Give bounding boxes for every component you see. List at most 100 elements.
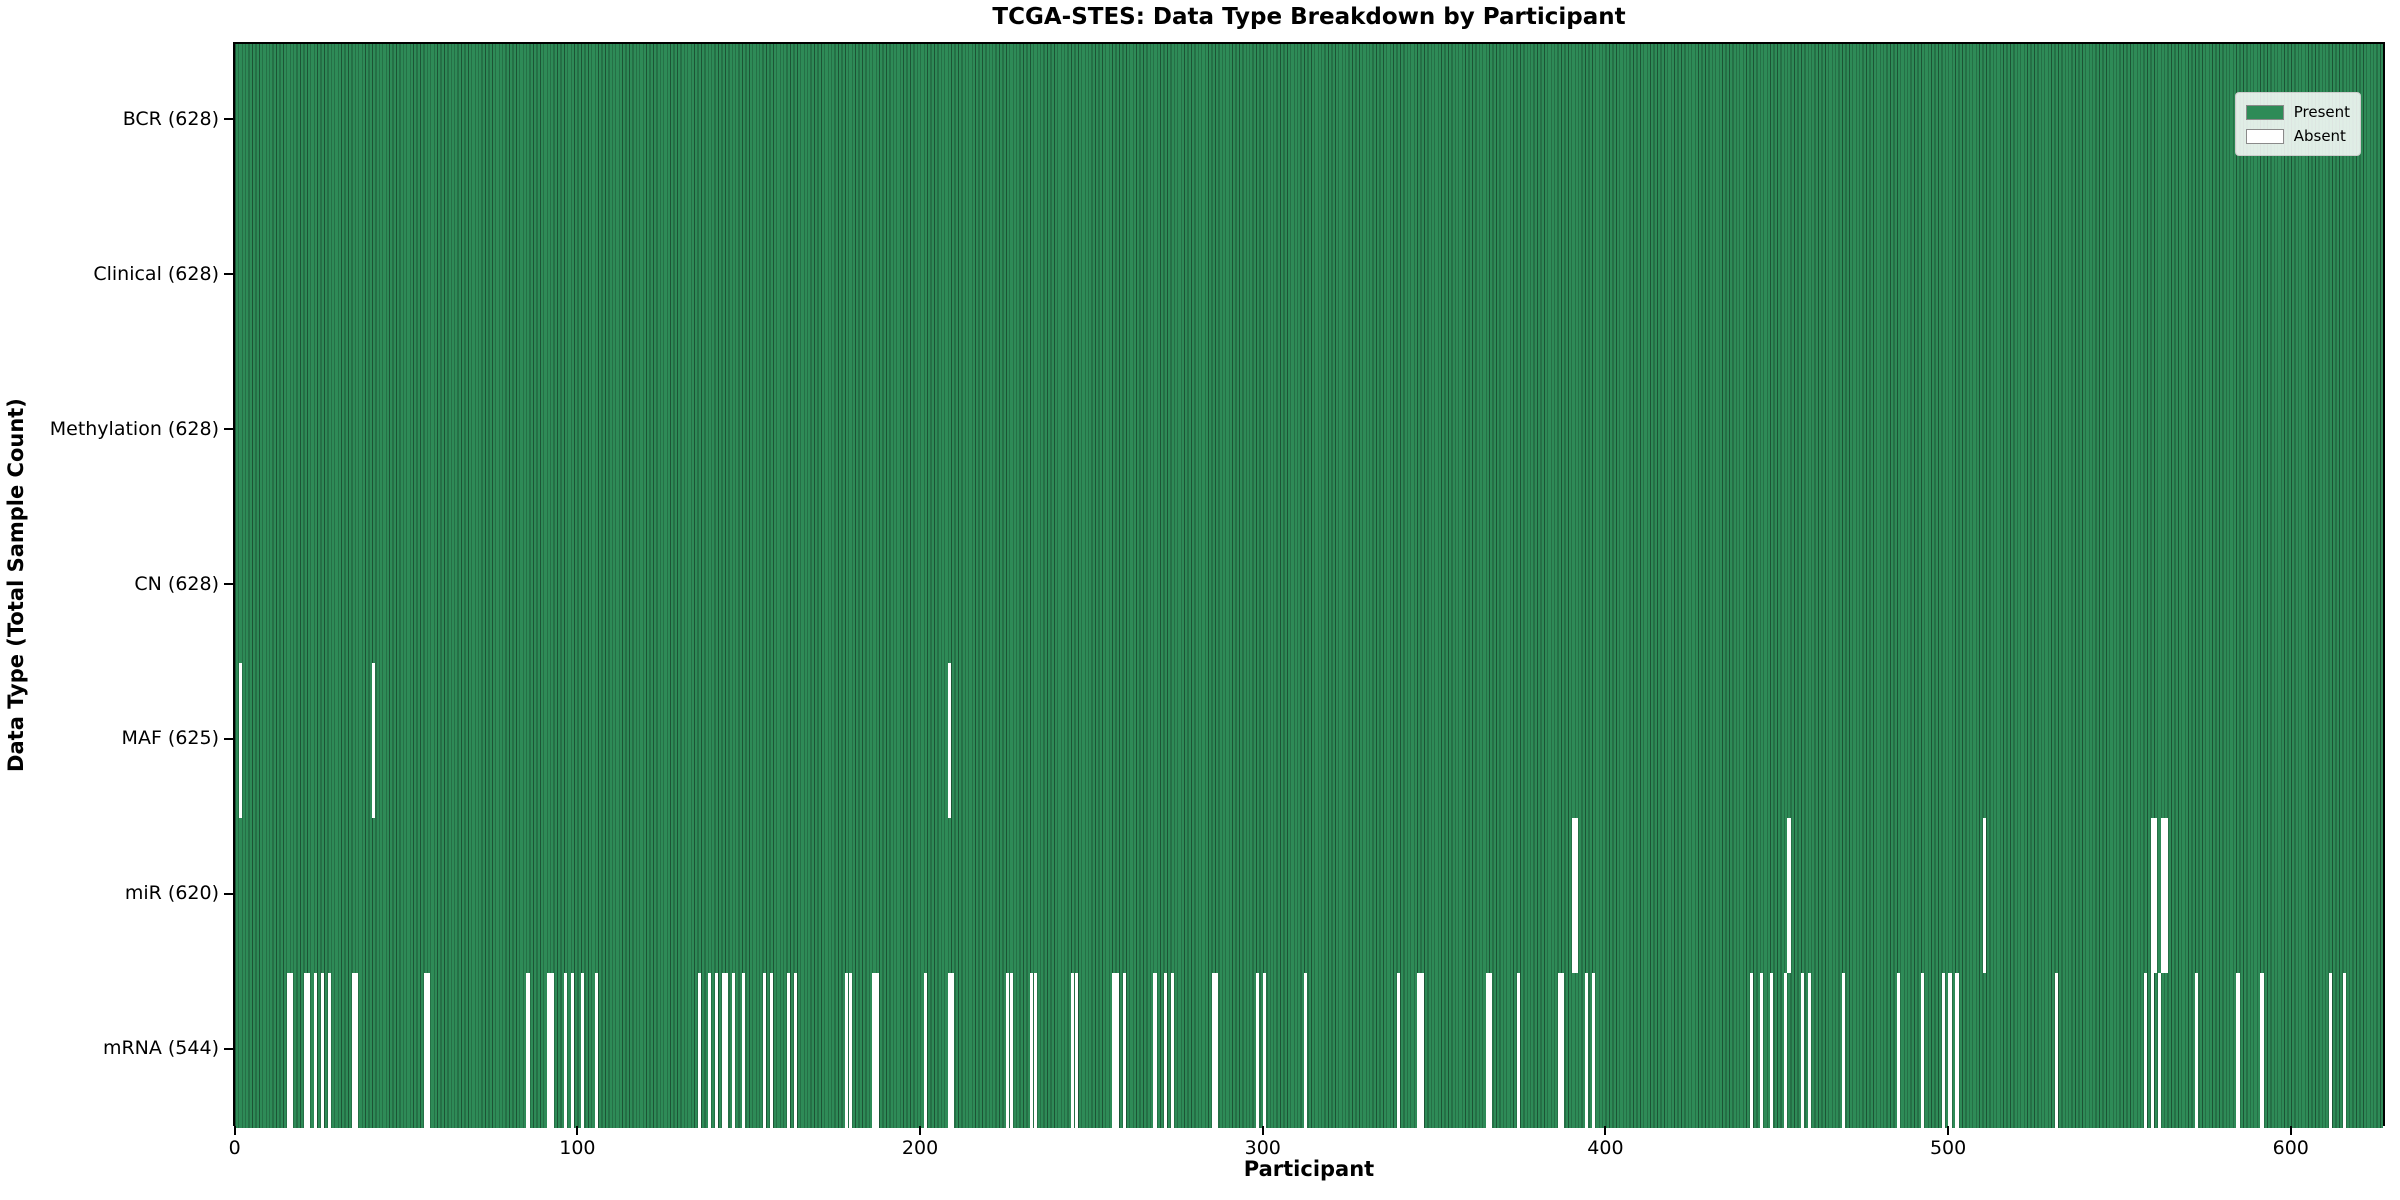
absent-gap	[1948, 973, 1952, 1128]
absent-gap	[1784, 973, 1788, 1128]
y-tick	[224, 737, 233, 740]
y-tick-label: Clinical (628)	[93, 262, 219, 285]
absent-gap	[875, 973, 880, 1128]
y-tick-label: mRNA (544)	[102, 1037, 219, 1060]
absent-gap	[1112, 973, 1116, 1128]
absent-gap	[2160, 818, 2165, 974]
legend-entry-absent: Absent	[2245, 124, 2350, 148]
row-bar-cn	[235, 508, 2383, 664]
absent-gap	[2157, 973, 2161, 1128]
absent-gap	[2150, 818, 2154, 974]
absent-gap	[2150, 973, 2154, 1128]
row-bar-maf	[235, 663, 2383, 819]
x-tick-label: 0	[228, 1137, 241, 1159]
row-bar-clinical	[235, 198, 2383, 354]
x-tick-label: 400	[1587, 1137, 1624, 1159]
absent-gap	[947, 663, 952, 819]
y-tick	[224, 273, 233, 276]
absent-gap	[546, 973, 551, 1128]
absent-gap	[1030, 973, 1034, 1128]
absent-gap	[526, 973, 530, 1128]
absent-gap	[872, 973, 876, 1128]
absent-gap	[1006, 973, 1010, 1128]
absent-gap	[289, 973, 294, 1128]
absent-gap	[1516, 973, 1520, 1128]
x-tick-label: 200	[901, 1137, 939, 1159]
absent-gap	[1749, 973, 1753, 1128]
absent-gap	[731, 973, 736, 1128]
x-tick-label: 300	[1244, 1137, 1281, 1159]
absent-gap	[2054, 973, 2058, 1128]
present-swatch	[2245, 104, 2284, 120]
absent-gap	[1033, 973, 1037, 1128]
absent-gap	[2195, 973, 2199, 1128]
absent-gap	[947, 973, 952, 1128]
absent-gap	[1170, 973, 1174, 1128]
absent-gap	[1420, 973, 1424, 1128]
y-tick	[224, 428, 233, 431]
absent-gap	[1982, 818, 1986, 974]
legend: Present Absent	[2234, 92, 2361, 156]
y-tick	[224, 583, 233, 585]
plot-area: Present Absent	[233, 42, 2385, 1128]
absent-gap	[708, 973, 712, 1128]
absent-gap	[1760, 973, 1764, 1128]
absent-gap	[1842, 973, 1846, 1128]
absent-gap	[351, 973, 355, 1128]
y-tick-label: BCR (628)	[122, 107, 219, 130]
absent-gap	[2236, 973, 2240, 1128]
x-tick	[1261, 1126, 1264, 1135]
y-tick	[224, 118, 233, 121]
x-tick	[1604, 1126, 1607, 1135]
absent-gap	[1211, 973, 1215, 1128]
legend-label-present: Present	[2293, 103, 2350, 121]
absent-gap	[303, 973, 307, 1128]
y-axis-label: Data Type (Total Sample Count)	[4, 398, 28, 772]
absent-gap	[1122, 973, 1126, 1128]
absent-gap	[427, 973, 431, 1128]
absent-gap	[848, 973, 852, 1128]
x-tick	[233, 1126, 236, 1135]
absent-gap	[2328, 973, 2333, 1128]
absent-gap	[1557, 973, 1562, 1128]
absent-gap	[327, 973, 331, 1128]
absent-gap	[1163, 973, 1167, 1128]
absent-gap	[1921, 973, 1925, 1128]
absent-gap	[355, 973, 359, 1128]
absent-gap	[1801, 973, 1805, 1128]
absent-gap	[1115, 973, 1119, 1128]
absent-gap	[1770, 973, 1774, 1128]
y-tick-label: Methylation (628)	[49, 417, 219, 440]
absent-gap	[1787, 818, 1791, 974]
absent-gap	[1304, 973, 1308, 1128]
absent-gap	[1256, 973, 1260, 1128]
absent-gap	[1574, 818, 1579, 974]
absent-gap	[1417, 973, 1421, 1128]
absent-gap	[372, 663, 376, 819]
absent-gap	[951, 973, 955, 1128]
x-tick-label: 100	[559, 1137, 596, 1159]
absent-gap	[1074, 973, 1078, 1128]
absent-gap	[769, 973, 773, 1128]
absent-gap	[793, 973, 797, 1128]
absent-gap	[1153, 973, 1157, 1128]
absent-gap	[714, 973, 719, 1128]
absent-gap	[423, 973, 427, 1128]
x-tick	[2289, 1126, 2292, 1135]
x-tick-label: 500	[1929, 1137, 1967, 1159]
y-tick	[224, 1047, 233, 1050]
absent-gap	[1396, 973, 1400, 1128]
absent-gap	[1585, 973, 1589, 1128]
absent-swatch	[2245, 128, 2284, 144]
absent-gap	[1897, 973, 1901, 1128]
absent-gap	[697, 973, 701, 1128]
absent-gap	[564, 973, 568, 1128]
absent-gap	[1571, 818, 1575, 974]
absent-gap	[1071, 973, 1075, 1128]
absent-gap	[923, 973, 928, 1128]
absent-gap	[1807, 973, 1812, 1128]
x-axis-label: Participant	[1243, 1157, 1375, 1181]
absent-gap	[320, 973, 324, 1128]
absent-gap	[1592, 973, 1596, 1128]
